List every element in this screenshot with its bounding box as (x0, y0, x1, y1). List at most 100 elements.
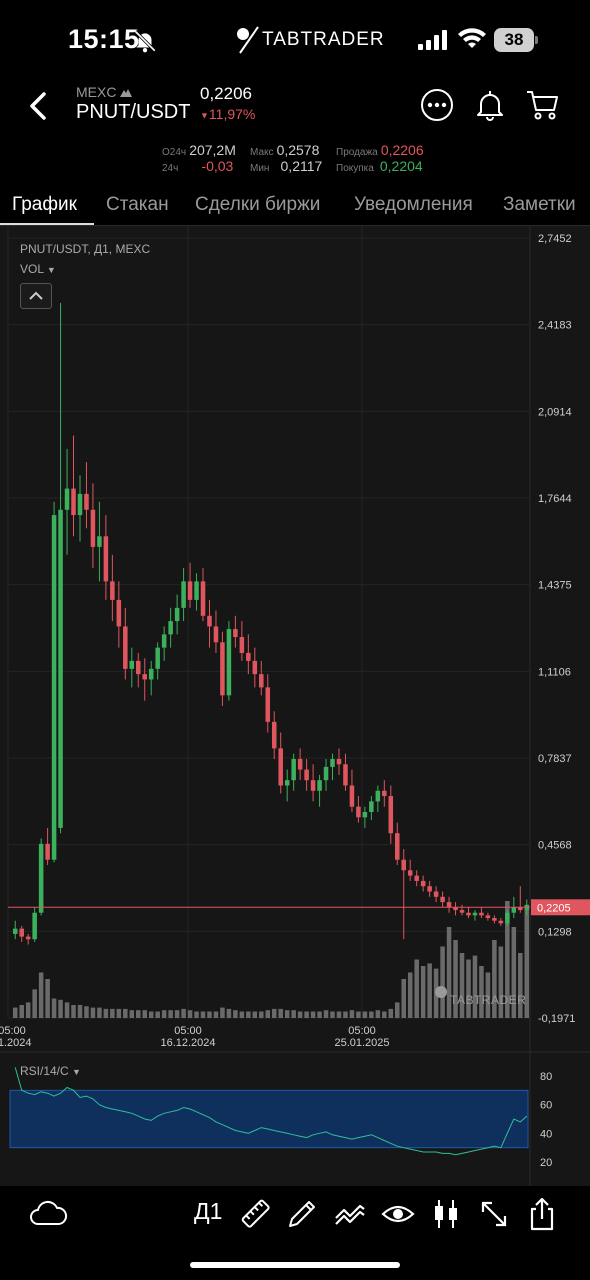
ruler-icon[interactable] (238, 1196, 274, 1232)
y-tick-label: 2,4183 (538, 320, 572, 332)
candle-body (317, 780, 322, 791)
indicators-icon[interactable] (332, 1196, 368, 1232)
collapse-button[interactable] (20, 283, 52, 309)
eye-icon[interactable] (380, 1196, 416, 1232)
volume-bar (168, 1010, 173, 1018)
x-tick-time: 05:00 (0, 1025, 26, 1037)
battery-level: 38 (494, 28, 534, 52)
pair-name[interactable]: PNUT/USDT (76, 101, 191, 123)
last-price-label: 0,2205 (537, 902, 571, 914)
candle-body (25, 936, 31, 940)
volume-bar (207, 1011, 212, 1018)
tab-orderbook[interactable]: Стакан (106, 194, 169, 215)
volume-bar (349, 1010, 355, 1018)
back-icon[interactable] (22, 86, 54, 126)
volume-bar (155, 1011, 160, 1018)
candle-body (226, 629, 232, 696)
volume-bar (265, 1010, 271, 1018)
candle-body (420, 880, 426, 887)
volume-bar (310, 1011, 316, 1018)
fullscreen-icon[interactable] (476, 1196, 512, 1232)
cart-icon[interactable] (525, 88, 559, 122)
volume-indicator-label[interactable]: VOL ▼ (20, 262, 56, 276)
volume-bar (51, 998, 57, 1018)
candle-body (323, 766, 329, 781)
candle-body (291, 758, 296, 781)
vol-label-text: VOL (20, 262, 44, 276)
candle-body (343, 764, 348, 786)
candle-body (233, 629, 238, 638)
candle-body (453, 907, 458, 911)
dropdown-caret-icon: ▼ (72, 1067, 81, 1077)
volume-bar (466, 959, 471, 1018)
candle-body (51, 515, 57, 860)
candle-body (181, 581, 186, 608)
brand-name: TABTRADER (262, 29, 385, 50)
sell-label: Продажа (336, 147, 378, 158)
ch24-label: 24ч (162, 163, 179, 174)
volume-bar (90, 1007, 96, 1018)
volume-bar (330, 1011, 335, 1018)
rsi-label-text: RSI/14/C (20, 1064, 69, 1078)
candle-body (246, 652, 251, 661)
notification-bell-icon[interactable] (473, 88, 507, 122)
pencil-icon[interactable] (284, 1196, 320, 1232)
brand-logo: TABTRADER (236, 24, 385, 56)
volume-bar (459, 953, 465, 1018)
volume-bar (110, 1008, 115, 1018)
y-tick-label: 1,7644 (538, 493, 572, 505)
candle-body (123, 626, 128, 669)
cloud-icon[interactable] (28, 1196, 68, 1232)
tab-chart[interactable]: График (12, 194, 77, 215)
candle-body (58, 509, 63, 828)
candle-body (388, 796, 394, 834)
candle-body (427, 886, 432, 892)
candle-body (459, 910, 465, 913)
last-price-badge (531, 899, 590, 916)
volume-bar (446, 927, 452, 1018)
volume-bar (233, 1010, 238, 1018)
candlestick-icon[interactable] (428, 1196, 464, 1232)
share-icon[interactable] (524, 1196, 560, 1232)
volume-bar (181, 1008, 186, 1018)
candle-body (45, 843, 50, 860)
chart-area[interactable]: TABTRADER 2,7452 2,4183 2,0914 1,7644 1,4375… (0, 226, 590, 1186)
candle-body (446, 902, 452, 908)
tab-alerts[interactable]: Уведомления (354, 194, 473, 215)
max-label: Макс (250, 147, 274, 158)
tab-notes[interactable]: Заметки (503, 194, 576, 215)
candle-body (479, 912, 484, 916)
x-tick-date: 25.01.2025 (334, 1037, 389, 1049)
candle-body (382, 790, 387, 797)
candle-body (362, 811, 368, 818)
rsi-indicator-label[interactable]: RSI/14/C ▼ (20, 1064, 81, 1078)
cellular-signal-icon (418, 30, 447, 50)
y-tick-label: 2,7452 (538, 233, 572, 245)
timeframe-selector[interactable]: Д1 (194, 1198, 223, 1224)
candle-body (77, 493, 83, 516)
candle-body (356, 806, 361, 818)
price-chart[interactable]: TABTRADER 2,7452 2,4183 2,0914 1,7644 1,4375… (0, 226, 590, 1186)
volume-bar (220, 1007, 225, 1018)
tab-trades[interactable]: Сделки биржи (195, 194, 321, 215)
candle-body (97, 536, 102, 547)
y-tick-label: 0,4568 (538, 840, 572, 852)
y-tick-label: 0,7837 (538, 753, 572, 765)
x-tick-date: 16.12.2024 (160, 1037, 215, 1049)
volume-bar (84, 1006, 89, 1018)
volume-bar (71, 1005, 76, 1018)
sell-value: 0,2206 (380, 142, 424, 158)
volume-bar (135, 1010, 141, 1018)
y-tick-label: 1,4375 (538, 580, 572, 592)
buy-value: 0,2204 (379, 158, 423, 174)
candle-body (19, 928, 24, 937)
candle-body (187, 581, 193, 600)
volume-bar (317, 1011, 322, 1018)
vol24-value: 207,2M (189, 142, 236, 158)
status-bar: 15:15 TABTRADER 38 (0, 0, 590, 80)
candle-body (90, 509, 96, 547)
more-icon[interactable] (420, 88, 454, 122)
y-tick-label: 1,1106 (538, 666, 571, 678)
volume-bar (278, 1008, 283, 1018)
candle-body (174, 607, 180, 622)
